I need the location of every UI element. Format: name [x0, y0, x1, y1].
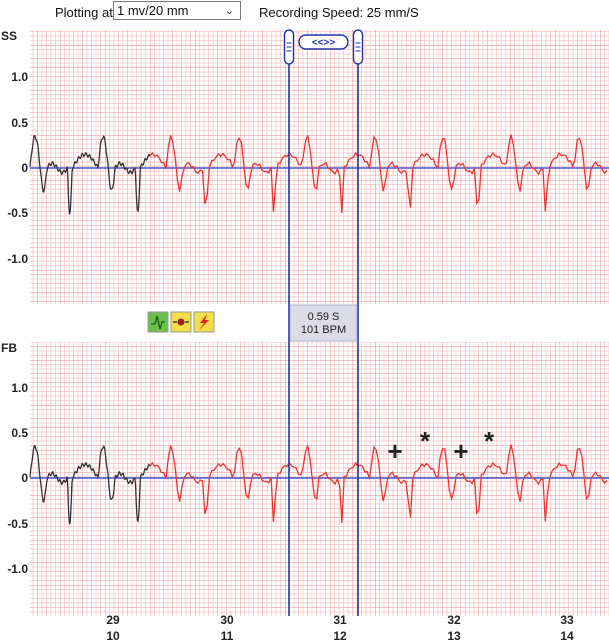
lead-panel-ss: SS 1.0 0.5 0 -0.5 -1.0 — [1, 29, 609, 304]
y-tick-label: -0.5 — [7, 517, 28, 531]
toolbar: Plotting at: 1 mv/20 mm ⌄ Recording Spee… — [0, 0, 609, 26]
caliper-move-button[interactable] — [298, 34, 349, 50]
y-tick-label: 0.5 — [11, 426, 28, 440]
time-label-seconds: 31 — [333, 613, 347, 627]
recording-speed-label: Recording Speed: 25 mm/S — [259, 5, 419, 20]
chevron-down-icon: ⌄ — [224, 5, 234, 17]
measurement-box — [289, 304, 358, 342]
caliper-move-label: <<>> — [312, 38, 336, 49]
y-tick-label: 1.0 — [11, 381, 28, 395]
y-tick-label: -0.5 — [7, 206, 28, 220]
lightning-tool-icon[interactable] — [193, 311, 215, 333]
time-label-beat: 10 — [106, 629, 120, 643]
plotting-scale-value: 1 mv/20 mm — [117, 3, 189, 18]
ecg-tool-icon[interactable] — [147, 311, 169, 333]
ecg-trace-past — [29, 134, 151, 215]
time-label-beat: 13 — [447, 629, 461, 643]
record-tool-icon[interactable] — [170, 311, 192, 333]
y-tick-label: -1.0 — [7, 562, 28, 576]
ecg-trace — [149, 134, 608, 213]
ecg-trace — [149, 444, 608, 523]
y-tick-label: 0 — [21, 471, 28, 485]
lead-label-ss: SS — [1, 29, 17, 43]
caliper[interactable]: <<>> 0.59 S 101 BPM — [283, 29, 364, 616]
time-axis: 29 30 31 32 33 10 11 12 13 14 — [106, 613, 574, 643]
time-label-seconds: 30 — [220, 613, 234, 627]
annotation-marker: + — [387, 436, 402, 466]
annotation-marker: * — [420, 426, 431, 456]
annotation-marker: * — [484, 426, 495, 456]
time-label-seconds: 32 — [447, 613, 461, 627]
time-label-seconds: 33 — [560, 613, 574, 627]
ecg-grid — [30, 342, 609, 616]
time-label-beat: 14 — [560, 629, 574, 643]
plotting-scale-select[interactable]: 1 mv/20 mm ⌄ — [113, 1, 241, 20]
plotting-label: Plotting at: — [55, 5, 117, 20]
lead-label-fb: FB — [1, 341, 17, 355]
time-label-beat: 12 — [333, 629, 347, 643]
lead-panel-fb: FB 1.0 0.5 0 -0.5 -1.0 — [1, 341, 609, 616]
y-tick-label: 0.5 — [11, 116, 28, 130]
time-label-seconds: 29 — [106, 613, 120, 627]
y-tick-label: -1.0 — [7, 252, 28, 266]
time-label-beat: 11 — [221, 629, 234, 643]
y-tick-label: 0 — [21, 161, 28, 175]
heart-rate-value: 101 BPM — [301, 324, 346, 336]
annotation-marker: + — [453, 436, 468, 466]
y-tick-label: 1.0 — [11, 70, 28, 84]
ecg-trace-past — [29, 444, 151, 525]
interval-value: 0.59 S — [308, 311, 340, 323]
